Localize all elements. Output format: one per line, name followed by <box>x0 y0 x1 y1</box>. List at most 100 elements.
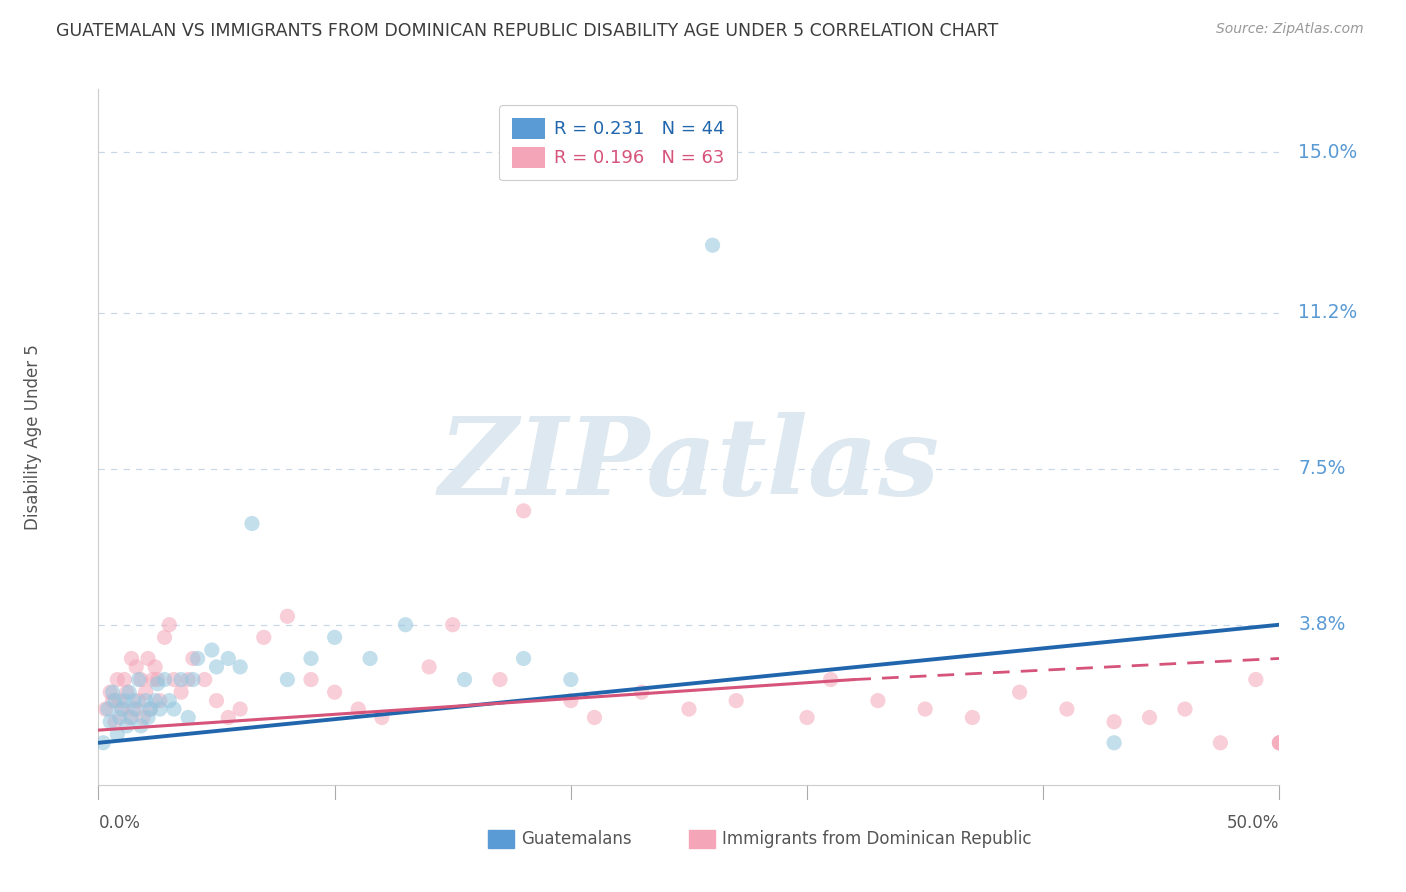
Point <box>153 673 176 687</box>
Point <box>1008 685 1031 699</box>
Point <box>359 651 381 665</box>
Point <box>1139 710 1161 724</box>
Point <box>276 673 298 687</box>
Point <box>630 685 652 699</box>
Text: 11.2%: 11.2% <box>1298 303 1358 322</box>
Point <box>177 673 200 687</box>
Point <box>253 631 276 645</box>
Point <box>1174 702 1197 716</box>
Point <box>1102 714 1125 729</box>
Point <box>132 710 155 724</box>
Point <box>98 714 121 729</box>
Point <box>104 714 127 729</box>
Point <box>217 651 239 665</box>
Point <box>1056 702 1078 716</box>
Point <box>181 651 204 665</box>
Point <box>101 685 124 699</box>
Point <box>453 673 475 687</box>
Point <box>1268 736 1291 750</box>
Text: Source: ZipAtlas.com: Source: ZipAtlas.com <box>1216 22 1364 37</box>
Text: 50.0%: 50.0% <box>1227 814 1279 832</box>
Point <box>157 693 180 707</box>
Point <box>229 702 252 716</box>
Point <box>139 702 162 716</box>
Point <box>135 685 157 699</box>
Point <box>115 685 138 699</box>
Point <box>111 702 134 716</box>
Point <box>217 710 239 724</box>
Point <box>418 660 440 674</box>
Point <box>121 710 143 724</box>
Point <box>371 710 394 724</box>
Point <box>136 651 159 665</box>
Point <box>98 685 121 699</box>
Point <box>866 693 889 707</box>
Point <box>394 617 416 632</box>
Point <box>105 727 128 741</box>
Point <box>299 673 322 687</box>
Point <box>101 693 124 707</box>
Point <box>157 617 180 632</box>
Point <box>796 710 818 724</box>
Point <box>94 702 117 716</box>
Point <box>187 651 209 665</box>
Point <box>91 736 114 750</box>
Point <box>118 710 141 724</box>
Point <box>112 693 135 707</box>
Point <box>143 660 166 674</box>
Point <box>149 693 172 707</box>
Point <box>181 673 204 687</box>
Point <box>347 702 370 716</box>
Point <box>149 702 172 716</box>
Point <box>105 673 128 687</box>
Point <box>146 677 169 691</box>
Bar <box>488 830 515 847</box>
Text: 15.0%: 15.0% <box>1298 143 1358 162</box>
Point <box>112 673 135 687</box>
Point <box>201 643 224 657</box>
Point <box>125 702 148 716</box>
Point <box>128 673 150 687</box>
Point <box>139 702 162 716</box>
Text: Disability Age Under 5: Disability Age Under 5 <box>24 344 42 530</box>
Point <box>1268 736 1291 750</box>
Point <box>118 685 141 699</box>
Point <box>122 693 145 707</box>
Bar <box>689 830 714 847</box>
Text: 7.5%: 7.5% <box>1298 459 1346 478</box>
Point <box>129 673 152 687</box>
Text: 3.8%: 3.8% <box>1298 615 1346 634</box>
Point <box>229 660 252 674</box>
Point <box>121 651 143 665</box>
Point <box>125 660 148 674</box>
Point <box>170 673 193 687</box>
Point <box>820 673 842 687</box>
Point <box>194 673 217 687</box>
Legend: R = 0.231   N = 44, R = 0.196   N = 63: R = 0.231 N = 44, R = 0.196 N = 63 <box>499 105 737 180</box>
Point <box>135 693 157 707</box>
Point <box>240 516 263 531</box>
Text: ZIPatlas: ZIPatlas <box>439 412 939 518</box>
Point <box>1209 736 1232 750</box>
Point <box>560 673 582 687</box>
Point <box>115 719 138 733</box>
Point <box>512 504 534 518</box>
Point <box>108 693 131 707</box>
Point <box>104 693 127 707</box>
Point <box>163 673 186 687</box>
Point <box>299 651 322 665</box>
Point <box>146 673 169 687</box>
Point <box>170 685 193 699</box>
Point <box>1244 673 1267 687</box>
Point <box>725 693 748 707</box>
Text: Guatemalans: Guatemalans <box>522 830 631 848</box>
Point <box>122 702 145 716</box>
Point <box>163 702 186 716</box>
Text: GUATEMALAN VS IMMIGRANTS FROM DOMINICAN REPUBLIC DISABILITY AGE UNDER 5 CORRELAT: GUATEMALAN VS IMMIGRANTS FROM DOMINICAN … <box>56 22 998 40</box>
Point <box>441 617 464 632</box>
Point <box>1268 736 1291 750</box>
Point <box>128 693 150 707</box>
Point <box>142 673 165 687</box>
Point <box>177 710 200 724</box>
Point <box>153 631 176 645</box>
